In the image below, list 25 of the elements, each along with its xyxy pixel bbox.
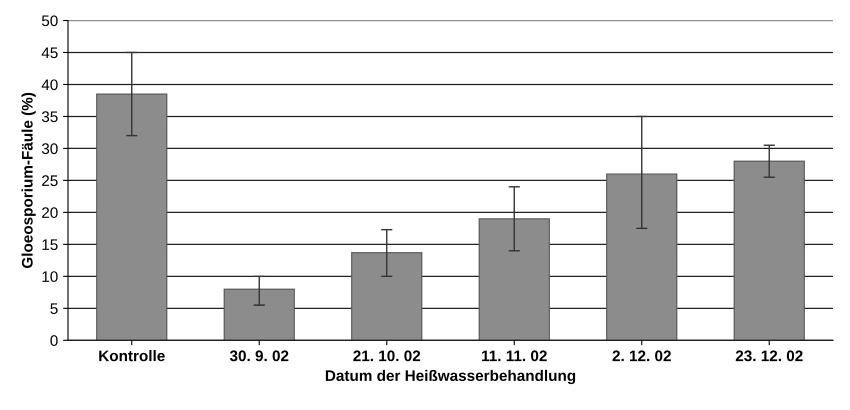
bar — [351, 252, 422, 340]
x-tick-label: 11. 11. 02 — [482, 350, 547, 362]
y-axis-title: Gloeosporium-Fäule (%) — [21, 92, 36, 268]
bar — [96, 94, 168, 340]
bar — [606, 173, 678, 340]
y-tick-label: 30 — [42, 143, 58, 154]
y-tick-label: 20 — [42, 207, 58, 218]
x-axis-title: Datum der Heißwasserbehandlung — [326, 370, 576, 384]
x-tick-label: 21. 10. 02 — [353, 350, 420, 362]
y-tick-label: 40 — [42, 79, 58, 90]
y-tick-label: 35 — [42, 111, 58, 122]
x-tick-label: Kontrolle — [99, 350, 165, 362]
x-tick-label: 30. 9. 02 — [230, 350, 288, 362]
x-tick-label: 23. 12. 02 — [736, 350, 803, 362]
y-tick-label: 15 — [42, 239, 58, 250]
bar — [478, 218, 550, 340]
y-tick-label: 50 — [42, 15, 58, 26]
y-tick-label: 45 — [42, 48, 58, 58]
bar — [734, 160, 805, 340]
y-tick-label: 25 — [42, 175, 58, 186]
y-tick-label: 10 — [42, 271, 58, 282]
y-tick-label: 5 — [50, 303, 58, 314]
y-tick-label: 0 — [50, 335, 58, 346]
x-tick-label: 2. 12. 02 — [612, 350, 671, 362]
bar — [224, 288, 295, 340]
